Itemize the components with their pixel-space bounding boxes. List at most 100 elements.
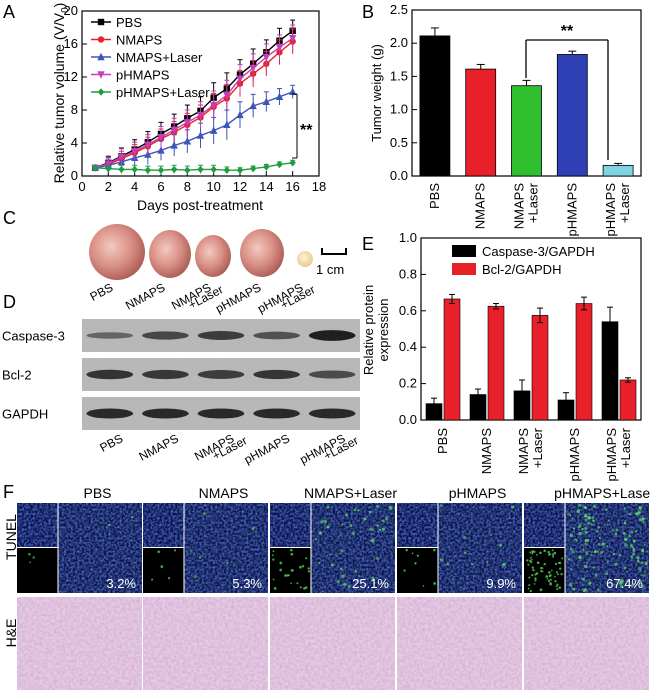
tunel-positive-cell — [587, 522, 590, 525]
tunel-percentage: 3.2% — [106, 576, 136, 591]
blot-band — [197, 408, 245, 419]
column-header-nmaps: NMAPS — [199, 485, 249, 501]
inset-positive-cell — [529, 551, 532, 554]
tunel-positive-cell — [376, 504, 380, 508]
inset-dapi-texture — [143, 503, 184, 547]
chart-e-ytick-label: 0.4 — [399, 339, 417, 354]
inset-positive-cell — [556, 588, 559, 591]
tunel-positive-cell — [572, 587, 576, 591]
tunel-positive-cell — [369, 527, 374, 532]
tile-column-pbs: 3.2% — [17, 503, 142, 690]
tunel-positive-cell — [623, 543, 628, 547]
legend-item-phmaps: pHMAPS — [91, 68, 170, 83]
chart-e-ytick-label: 0.6 — [399, 303, 417, 318]
tumor-weight-bar-chart: 0.00.51.01.52.02.5 PBS NMAPS NMAPS +Laser pH… — [369, 2, 642, 236]
inset-dapi-texture — [397, 503, 438, 547]
bar-group-phmaps — [557, 296, 593, 421]
series-phmaps — [91, 24, 297, 172]
inset-positive-cell — [546, 577, 549, 580]
data-point — [130, 148, 139, 156]
tunel-positive-cell — [318, 531, 322, 535]
blot-band — [142, 408, 189, 419]
legend-label: pHMAPS — [116, 68, 170, 83]
data-point — [157, 166, 165, 174]
tunel-positive-cell — [638, 579, 642, 584]
tunel-positive-cell — [370, 538, 375, 543]
tunel-positive-cell — [446, 562, 450, 566]
blot-band — [308, 370, 356, 379]
tunel-positive-cell — [568, 583, 573, 587]
inset-positive-cell — [554, 580, 557, 583]
chart-e-category-label: pHMAPS — [604, 428, 619, 482]
chart-a-xtick-label: 2 — [105, 179, 112, 194]
legend-item-bcl-2gapdh: Bcl-2/GAPDH — [452, 262, 561, 277]
chart-b-significance: ** — [525, 23, 609, 160]
data-point — [144, 166, 152, 174]
data-point — [236, 166, 244, 174]
tunel-positive-cell — [637, 511, 641, 515]
he-texture — [17, 597, 142, 690]
inset-positive-cell — [554, 562, 558, 566]
inset-positive-cell — [536, 554, 538, 556]
tunel-positive-cell — [339, 533, 342, 536]
inset-positive-cell — [533, 550, 536, 553]
bar-group-nmaps — [469, 303, 505, 421]
inset-positive-cell — [296, 582, 299, 585]
inset-positive-cell — [411, 552, 414, 555]
tunel-positive-cell — [606, 523, 609, 526]
tunel-positive-cell — [578, 525, 581, 528]
data-point — [249, 101, 257, 110]
inset-positive-cell — [403, 569, 406, 572]
inset-positive-cell — [545, 575, 549, 578]
legend-swatch — [452, 263, 476, 275]
tunel-positive-cell — [566, 513, 570, 516]
tunel-positive-cell — [607, 519, 610, 522]
data-point — [157, 146, 165, 154]
legend-marker — [97, 18, 105, 26]
chart-a-xtick-label: 4 — [131, 179, 138, 194]
inset-positive-cell — [535, 572, 539, 575]
chart-a-significance: ** — [292, 93, 313, 159]
tunel-positive-cell — [584, 530, 588, 534]
tunel-positive-cell — [351, 531, 355, 536]
tunel-positive-cell — [597, 542, 601, 546]
tunel-positive-cell — [615, 528, 619, 532]
data-point — [170, 165, 178, 174]
panel-label-e: E — [362, 234, 374, 254]
blot-band — [86, 369, 134, 380]
inset-positive-cell — [557, 561, 561, 564]
tunel-positive-cell — [628, 512, 632, 516]
tunel-positive-cell — [588, 558, 591, 561]
tunel-positive-cell — [640, 561, 644, 564]
tunel-positive-cell — [463, 535, 467, 539]
inset-positive-cell — [279, 561, 283, 565]
inset-positive-cell — [533, 583, 536, 585]
data-point — [262, 54, 271, 62]
data-point — [105, 164, 112, 173]
chart-a-xtick-label: 18 — [312, 179, 326, 194]
inset-positive-cell — [290, 552, 294, 556]
tunel-positive-cell — [584, 514, 588, 518]
panel-label-a: A — [3, 2, 15, 22]
chart-a-xtick-label: 0 — [78, 179, 85, 194]
tunel-positive-cell — [363, 517, 367, 521]
chart-a-ytick-label: 20 — [64, 3, 78, 18]
tunel-positive-cell — [335, 554, 338, 558]
chart-a-ytick-label: 8 — [71, 102, 78, 117]
chart-b-category-label: +Laser — [526, 182, 541, 223]
tunel-positive-cell — [341, 574, 345, 578]
inset-tunel — [143, 548, 184, 593]
chart-e-ylabel-line2: expression — [376, 299, 391, 362]
chart-b-categories: PBS NMAPS NMAPS +Laser pHMAPS pHMAPS +Laser — [427, 182, 632, 236]
tunel-positive-cell — [643, 543, 646, 546]
blot-row-caspase-3: Caspase-3 — [2, 319, 360, 352]
blot-band — [86, 332, 134, 339]
tunel-positive-cell — [599, 550, 604, 555]
chart-e-frame — [420, 237, 642, 421]
inset-positive-cell — [554, 575, 556, 578]
data-point — [117, 153, 126, 162]
tunel-positive-cell — [614, 562, 618, 566]
tunel-percentage: 67.4% — [606, 576, 643, 591]
tunel-positive-cell — [578, 531, 582, 536]
